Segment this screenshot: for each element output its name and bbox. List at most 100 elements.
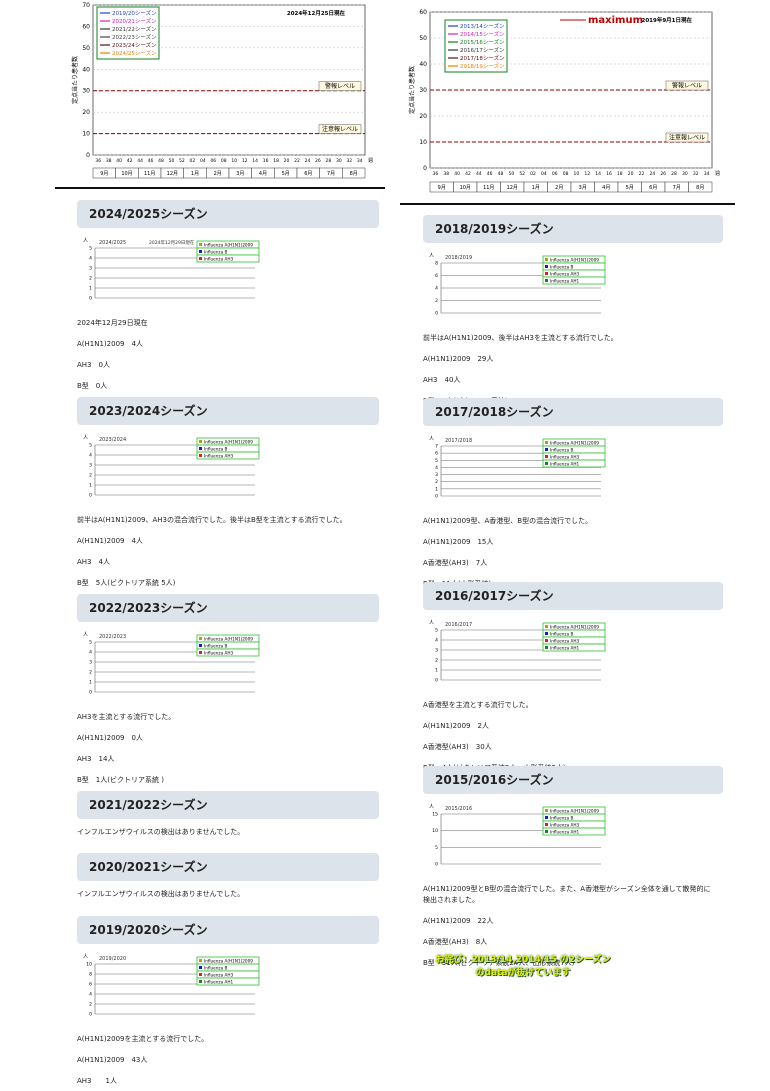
paragraph: B型 0人 — [77, 382, 108, 390]
paragraph: A香港型を主流とする流行でした。 — [423, 701, 533, 709]
x-tick-label: 16 — [606, 171, 612, 177]
divider — [400, 203, 735, 205]
month-label: 7月 — [673, 185, 681, 191]
month-label: 2月 — [214, 171, 222, 177]
legend-label: Influenza B — [204, 965, 228, 970]
y-tick-label: 5 — [435, 458, 438, 464]
section-title: 2021/2022シーズン — [77, 791, 379, 819]
month-label: 9月 — [100, 171, 108, 177]
legend-label: 2015/16シーズン — [460, 38, 505, 46]
paragraph: A(H1N1)2009 2人 — [423, 722, 489, 730]
paragraph: A(H1N1)2009 4人 — [77, 537, 143, 545]
x-tick-label: 36 — [433, 171, 439, 177]
x-tick-label: 40 — [454, 171, 460, 177]
x-tick-label: 26 — [315, 158, 321, 164]
legend-label: Influenza A(H1N1)2009 — [550, 624, 599, 629]
chart: 人 2019/2020 0 2 4 6 8 10 Influenza A(H1N1)2009 In… — [83, 954, 260, 1018]
season-label: 2015/2016 — [445, 806, 472, 812]
x-tick-label: 50 — [508, 171, 514, 177]
paragraph: A香港型(AH3) 7人 — [423, 559, 488, 567]
legend-label: 2016/17シーズン — [460, 46, 505, 54]
legend-swatch — [199, 250, 202, 253]
y-tick-label: 4 — [89, 650, 92, 656]
legend-label: Influenza A(H1N1)2009 — [204, 636, 253, 641]
x-tick-label: 10 — [231, 158, 237, 164]
level-label: 注意報レベル — [322, 125, 358, 133]
y-tick-label: 1 — [89, 680, 92, 686]
y-tick-label: 60 — [82, 23, 90, 30]
paragraph: A香港型(AH3) 8人 — [423, 938, 488, 946]
y-tick-label: 40 — [419, 61, 427, 68]
legend-label: Influenza B — [550, 447, 574, 452]
level-label: 警報レベル — [325, 82, 355, 90]
level-label: 警報レベル — [672, 82, 702, 90]
legend-swatch — [545, 448, 548, 451]
legend-swatch — [545, 265, 548, 268]
legend-label: 2024/25シーズン — [112, 49, 157, 57]
y-axis-label: 定点当たり患者数 — [408, 66, 416, 114]
paragraph: A香港型(AH3) 30人 — [423, 743, 492, 751]
legend-label: Influenza AH1 — [550, 461, 580, 466]
legend-swatch — [545, 455, 548, 458]
legend-label: Influenza A(H1N1)2009 — [550, 808, 599, 813]
x-tick-label: 44 — [476, 171, 482, 177]
paragraph: 2024年12月29日現在 — [77, 319, 148, 327]
y-tick-label: 3 — [435, 648, 438, 654]
x-tick-label: 40 — [116, 158, 122, 164]
legend-label: Influenza AH1 — [550, 278, 580, 283]
legend-swatch — [199, 980, 202, 983]
x-tick-label: 24 — [649, 171, 655, 177]
legend-label: Influenza A(H1N1)2009 — [204, 958, 253, 963]
chart-date: 2024年12月29日現在 — [149, 239, 195, 246]
x-tick-label: 08 — [221, 158, 227, 164]
level-label-box — [665, 80, 709, 91]
y-tick-label: 3 — [89, 660, 92, 666]
month-cell — [342, 167, 366, 179]
x-tick-label: 28 — [326, 158, 332, 164]
section-title: 2020/2021シーズン — [77, 853, 379, 881]
x-tick-label: 26 — [660, 171, 666, 177]
y-tick-label: 4 — [89, 992, 92, 998]
x-tick-label: 14 — [595, 171, 601, 177]
legend-swatch — [545, 462, 548, 465]
y-tick-label: 8 — [435, 261, 438, 267]
paragraph: A(H1N1)2009 43人 — [77, 1056, 148, 1064]
x-tick-label: 20 — [284, 158, 290, 164]
legend-label: 2013/14シーズン — [460, 22, 505, 30]
x-tick-label: 42 — [127, 158, 133, 164]
legend-label: Influenza AH3 — [550, 822, 580, 827]
y-tick-label: 0 — [435, 311, 438, 317]
x-tick-label: 22 — [639, 171, 645, 177]
y-tick-label: 6 — [89, 982, 92, 988]
y-tick-label: 6 — [435, 451, 438, 457]
x-tick-label: 42 — [465, 171, 471, 177]
y-tick-label: 0 — [89, 296, 92, 302]
paragraph: インフルエンザウイルスの検出はありませんでした。 — [77, 890, 245, 898]
legend-label: Influenza A(H1N1)2009 — [550, 440, 599, 445]
level-label: 注意報レベル — [669, 134, 705, 142]
legend-label: 2014/15シーズン — [460, 30, 505, 38]
x-tick-label: 44 — [137, 158, 143, 164]
legend-label: 2019/20シーズン — [112, 9, 157, 17]
y-tick-label: 50 — [419, 35, 427, 42]
legend-label: 2018/19シーズン — [460, 62, 505, 70]
y-tick-label: 2 — [435, 298, 438, 304]
paragraph: AH3 14人 — [77, 755, 115, 763]
x-tick-label: 14 — [252, 158, 258, 164]
legend-swatch — [545, 830, 548, 833]
x-tick-label: 12 — [242, 158, 248, 164]
month-label: 5月 — [626, 185, 634, 191]
legend-label: Influenza A(H1N1)2009 — [550, 257, 599, 262]
chart: 人 2016/2017 0 1 2 3 4 5 Influenza A(H1N1)2009 Inf… — [429, 620, 606, 684]
paragraph: A(H1N1)2009 15人 — [423, 538, 494, 546]
y-tick-label: 5 — [89, 443, 92, 449]
chart-date: 2019年9月1日現在 — [642, 16, 693, 24]
section-title: 2017/2018シーズン — [423, 398, 723, 426]
paragraph: AH3 0人 — [77, 361, 110, 369]
x-tick-label: 12 — [584, 171, 590, 177]
x-tick-label: 04 — [541, 171, 547, 177]
month-label: 9月 — [438, 185, 446, 191]
